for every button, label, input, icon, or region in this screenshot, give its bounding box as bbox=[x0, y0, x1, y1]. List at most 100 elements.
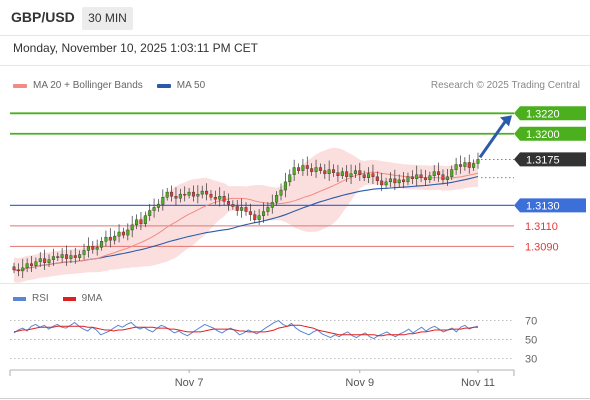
candle-body bbox=[152, 207, 156, 211]
candle-body bbox=[450, 169, 454, 177]
chart-legend: MA 20 + Bollinger Bands MA 50 bbox=[13, 80, 219, 91]
header-bar: GBP/USD 30 MIN bbox=[0, 0, 590, 36]
candle-body bbox=[51, 256, 55, 260]
candle-body bbox=[362, 174, 366, 178]
candle-body bbox=[240, 207, 244, 211]
candle-body bbox=[205, 190, 209, 195]
rsi-legend: RSI 9MA bbox=[13, 293, 116, 304]
candle-body bbox=[371, 173, 375, 177]
candle-body bbox=[222, 195, 226, 202]
candle-body bbox=[270, 202, 274, 208]
candle-body bbox=[161, 197, 165, 205]
candle-body bbox=[25, 263, 29, 269]
candle-body bbox=[178, 193, 182, 199]
rsi-level-label: 50 bbox=[525, 335, 537, 347]
candle-body bbox=[95, 247, 99, 250]
candle-body bbox=[21, 267, 25, 272]
level-label-pivot: 1.3130 bbox=[526, 200, 560, 212]
level-tag-pivot bbox=[514, 198, 586, 213]
candle-body bbox=[314, 167, 318, 172]
candle-body bbox=[384, 181, 388, 186]
candle-body bbox=[345, 171, 349, 177]
legend-item-rsi: RSI bbox=[13, 293, 49, 304]
candle-body bbox=[38, 258, 42, 262]
candle-body bbox=[56, 256, 60, 258]
candle-body bbox=[266, 207, 270, 212]
candle-body bbox=[437, 171, 441, 175]
rsi-level-label: 30 bbox=[525, 353, 537, 365]
candle-body bbox=[16, 269, 20, 272]
candle-body bbox=[174, 195, 178, 199]
candle-body bbox=[476, 159, 480, 164]
divider bbox=[0, 65, 590, 66]
level-tag-resistance bbox=[514, 106, 586, 121]
candle-body bbox=[196, 193, 200, 197]
candle-body bbox=[187, 191, 191, 196]
candle-body bbox=[288, 174, 292, 183]
level-label-support: 1.3110 bbox=[525, 221, 558, 233]
x-tick-label: Nov 9 bbox=[345, 377, 374, 389]
candle-body bbox=[121, 231, 125, 236]
candle-body bbox=[43, 258, 47, 263]
candle-body bbox=[305, 165, 309, 169]
candle-body bbox=[283, 181, 287, 191]
legend-item-rsi-ma: 9MA bbox=[62, 293, 103, 304]
candle-body bbox=[235, 206, 239, 211]
candle-body bbox=[165, 191, 169, 198]
candle-body bbox=[445, 176, 449, 181]
candle-body bbox=[297, 167, 301, 171]
candle-body bbox=[60, 254, 64, 258]
candle-body bbox=[253, 214, 257, 220]
candle-body bbox=[12, 266, 16, 271]
candle-body bbox=[463, 162, 467, 167]
level-label-resistance: 1.3220 bbox=[526, 108, 560, 120]
candle-body bbox=[113, 235, 117, 241]
candle-body bbox=[388, 178, 392, 183]
legend-label-ma50: MA 50 bbox=[176, 80, 206, 91]
candle-body bbox=[419, 174, 423, 178]
candle-body bbox=[349, 173, 353, 177]
candle-body bbox=[248, 211, 252, 215]
level-tag-current bbox=[514, 152, 586, 167]
candle-body bbox=[126, 229, 130, 236]
candle-body bbox=[275, 194, 279, 203]
candle-body bbox=[410, 176, 414, 180]
candle-body bbox=[358, 170, 362, 175]
pane-divider bbox=[0, 283, 590, 284]
legend-item-ma50: MA 50 bbox=[156, 80, 206, 91]
candle-body bbox=[415, 174, 419, 180]
candle-body bbox=[402, 179, 406, 183]
candle-body bbox=[458, 164, 463, 167]
candle-body bbox=[29, 263, 34, 266]
candle-body bbox=[423, 177, 427, 181]
rsi-level-label: 70 bbox=[525, 316, 537, 328]
candle-body bbox=[397, 179, 401, 184]
legend-swatch-rsi bbox=[13, 296, 26, 301]
timestamp: Monday, November 10, 2025 1:03:11 PM CET bbox=[13, 41, 259, 55]
candle-body bbox=[244, 207, 248, 212]
x-tick-label: Nov 7 bbox=[175, 377, 204, 389]
level-label-resistance: 1.3200 bbox=[526, 129, 560, 141]
candle-body bbox=[261, 211, 266, 216]
bollinger-band-fill bbox=[14, 147, 478, 283]
candle-body bbox=[82, 250, 86, 255]
legend-swatch-ma50 bbox=[156, 83, 171, 88]
candle-body bbox=[454, 164, 458, 170]
candle-body bbox=[213, 197, 217, 200]
legend-item-ma20: MA 20 + Bollinger Bands bbox=[13, 80, 143, 91]
candle-body bbox=[231, 204, 235, 207]
divider bbox=[0, 35, 590, 36]
candle-body bbox=[135, 219, 139, 226]
candle-body bbox=[91, 246, 95, 250]
candle-body bbox=[353, 170, 357, 174]
candle-body bbox=[340, 171, 344, 176]
level-label-support: 1.3090 bbox=[525, 241, 559, 253]
candle-body bbox=[209, 193, 213, 198]
level-tag-resistance bbox=[514, 126, 586, 141]
candle-body bbox=[104, 236, 108, 242]
candle-body bbox=[432, 171, 436, 176]
credit-text: Research © 2025 Trading Central bbox=[430, 80, 580, 91]
legend-label-rsi-ma: 9MA bbox=[81, 293, 103, 304]
timeframe-badge[interactable]: 30 MIN bbox=[82, 7, 133, 30]
